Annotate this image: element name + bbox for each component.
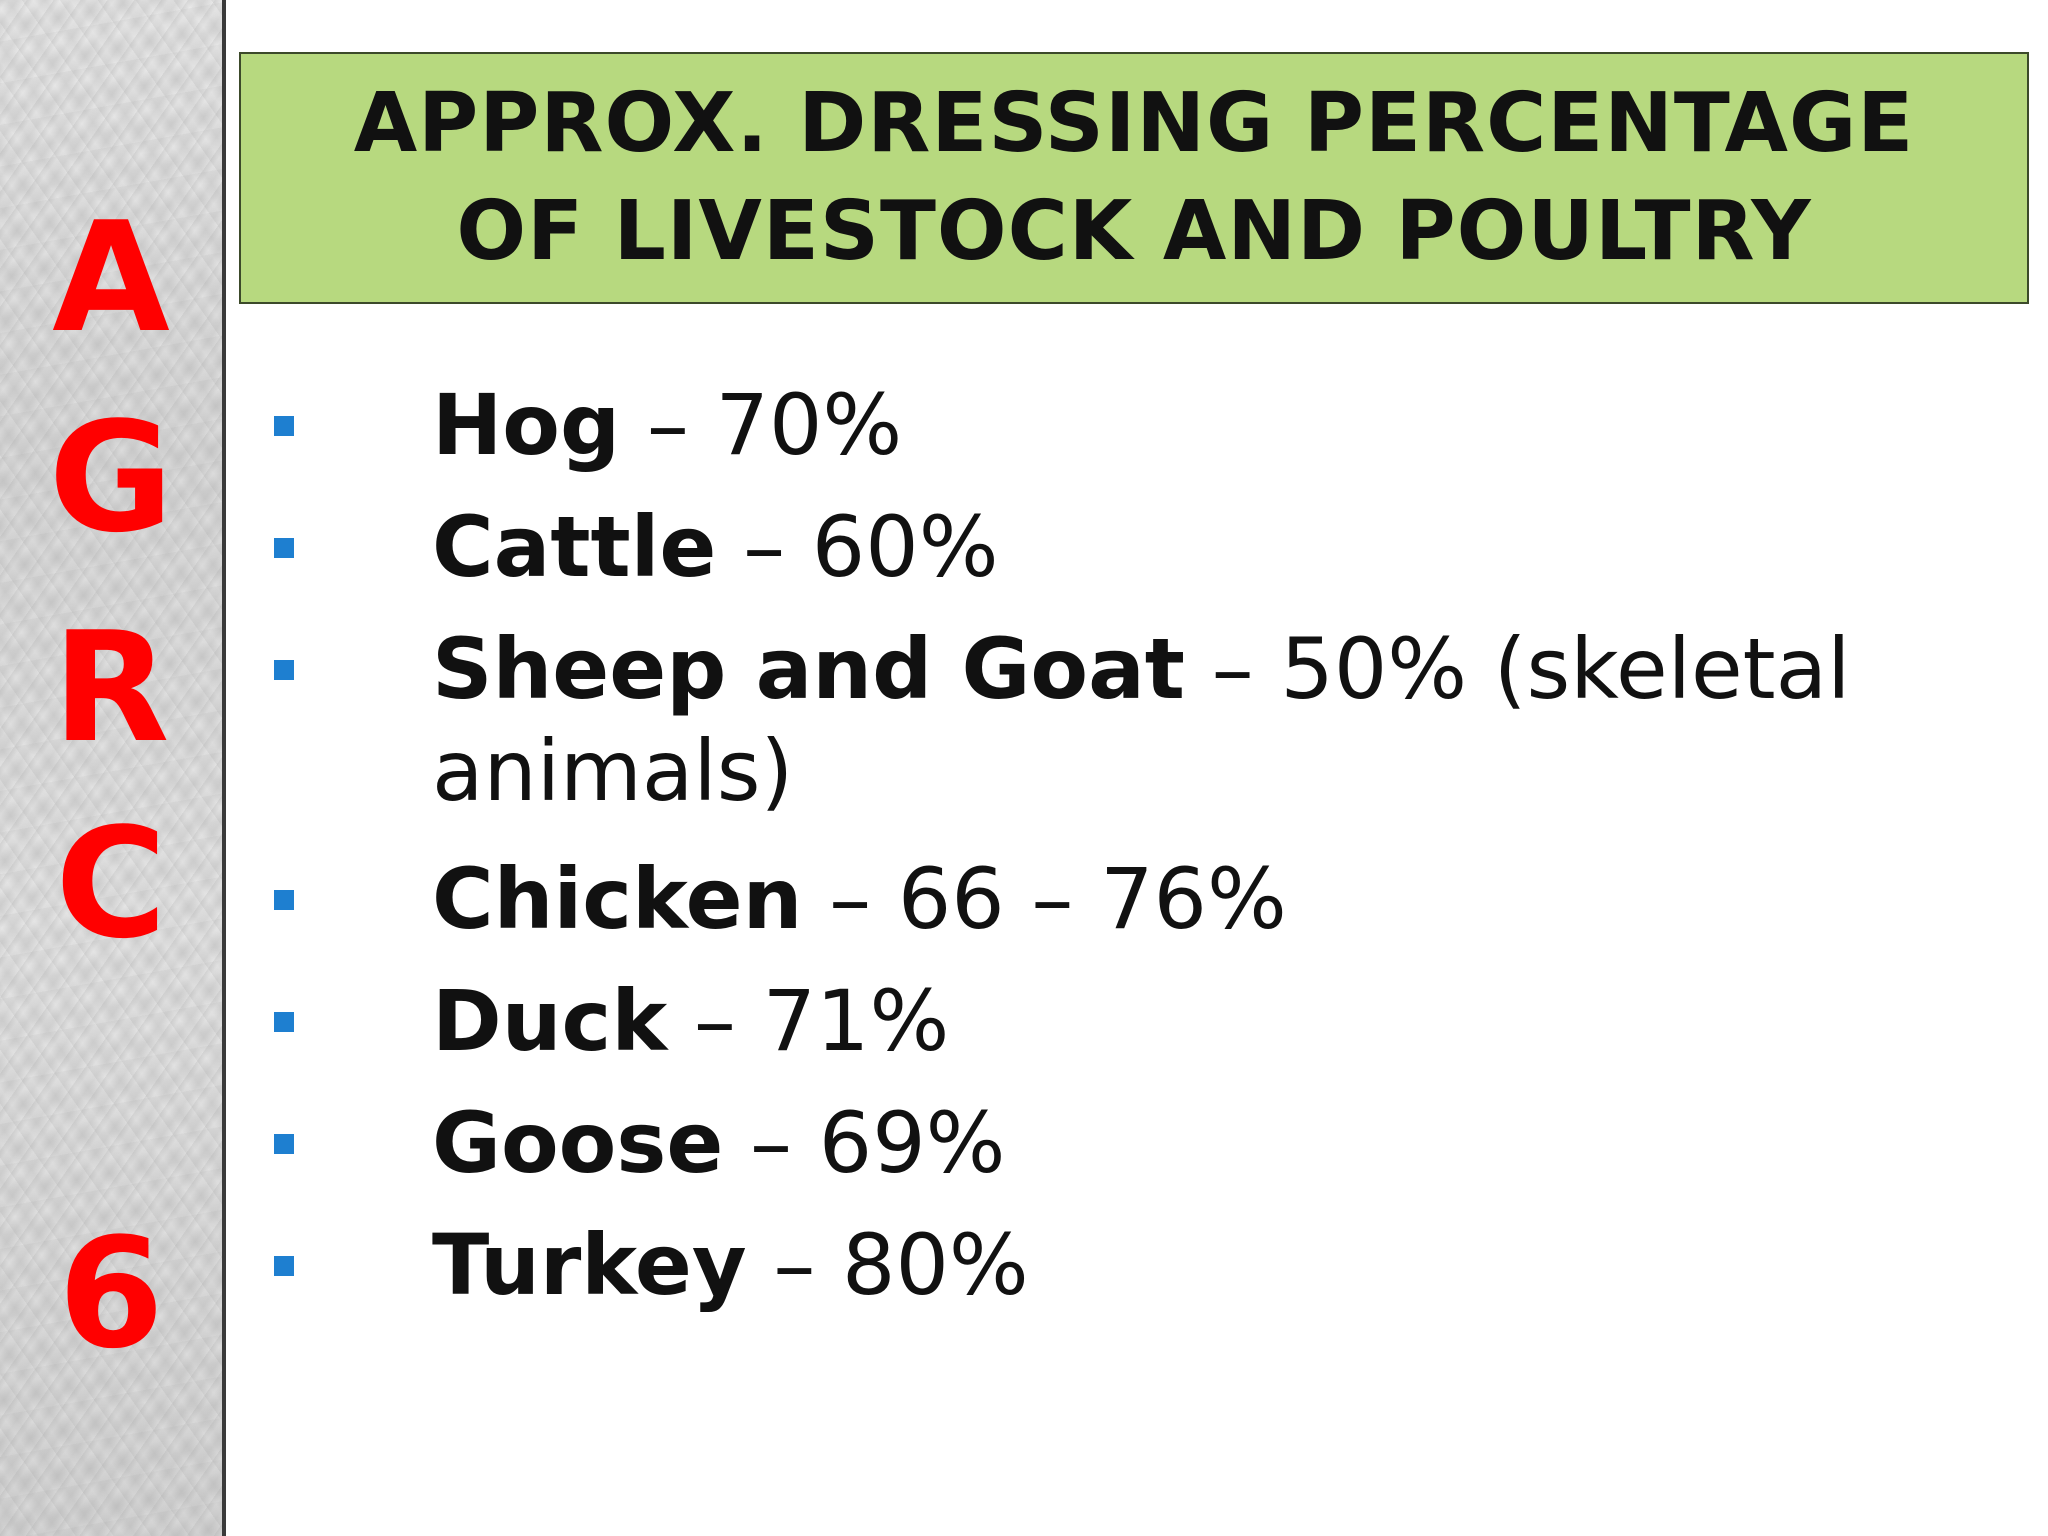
page-title: APPROX. DRESSING PERCENTAGE OF LIVESTOCK… xyxy=(354,70,1915,286)
dressing-percentage: – 80% xyxy=(746,1216,1029,1314)
list-item-text: Sheep and Goat – 50% (skeletal animals) xyxy=(432,618,2012,822)
bullet-square-icon xyxy=(274,1256,294,1276)
bullet-square-icon xyxy=(274,416,294,436)
sidebar-letter: G xyxy=(48,389,174,566)
sidebar-letter: 6 xyxy=(58,1205,164,1382)
title-line-2: OF LIVESTOCK AND POULTRY xyxy=(456,184,1812,279)
animal-name: Chicken xyxy=(432,850,803,948)
marble-sidebar xyxy=(0,0,222,1536)
sidebar-letters: A G R C 6 xyxy=(0,0,222,1536)
animal-name: Hog xyxy=(432,376,621,474)
sidebar-divider xyxy=(222,0,226,1536)
title-line-1: APPROX. DRESSING PERCENTAGE xyxy=(353,76,1915,171)
sidebar-letter: C xyxy=(55,795,167,972)
bullet-square-icon xyxy=(274,660,294,680)
sidebar-letter: R xyxy=(52,599,170,776)
dressing-percentage: – 69% xyxy=(723,1094,1006,1192)
dressing-percentage: – 50% (skeletal xyxy=(1184,620,1851,718)
animal-name: Turkey xyxy=(432,1216,747,1314)
animal-name: Goose xyxy=(432,1094,724,1192)
bullet-square-icon xyxy=(274,1134,294,1154)
bullet-square-icon xyxy=(274,538,294,558)
list-item-text: Hog – 70% xyxy=(432,374,2012,476)
list-item-text: Cattle – 60% xyxy=(432,496,2012,598)
list-item-text: Chicken – 66 – 76% xyxy=(432,848,2012,950)
animal-name: Cattle xyxy=(432,498,717,596)
list-item-text: Turkey – 80% xyxy=(432,1214,2012,1316)
list-item-text: Duck – 71% xyxy=(432,970,2012,1072)
list-item-continuation: animals) xyxy=(432,722,794,820)
list-item-text: Goose – 69% xyxy=(432,1092,2012,1194)
animal-name: Sheep and Goat xyxy=(432,620,1185,718)
dressing-percentage: – 70% xyxy=(620,376,903,474)
animal-name: Duck xyxy=(432,972,668,1070)
sidebar-letter: A xyxy=(52,189,170,366)
title-box: APPROX. DRESSING PERCENTAGE OF LIVESTOCK… xyxy=(239,52,2029,304)
dressing-percentage: – 60% xyxy=(716,498,999,596)
bullet-square-icon xyxy=(274,1012,294,1032)
dressing-percentage: – 71% xyxy=(667,972,950,1070)
bullet-square-icon xyxy=(274,890,294,910)
dressing-percentage: – 66 – 76% xyxy=(802,850,1287,948)
